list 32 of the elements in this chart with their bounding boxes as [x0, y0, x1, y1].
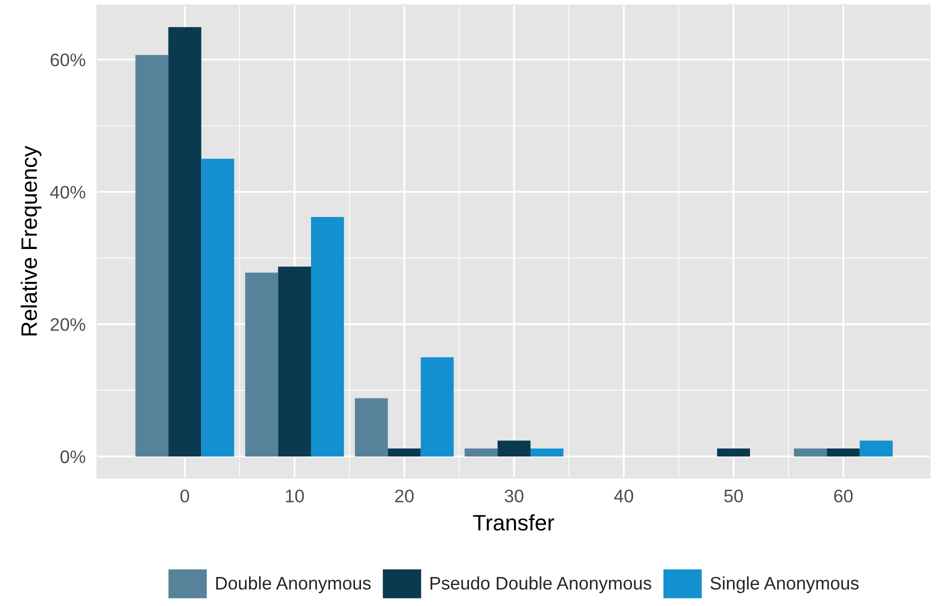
y-axis-title: Relative Frequency	[20, 146, 42, 336]
y-tick-label: 20%	[50, 318, 86, 331]
bar	[388, 448, 421, 456]
bar	[860, 440, 893, 456]
bar	[826, 448, 860, 456]
x-tick-label: 20	[395, 490, 414, 502]
bar	[530, 448, 564, 456]
y-tick-label: 60%	[50, 54, 86, 66]
bar	[245, 272, 278, 456]
bar	[135, 54, 168, 456]
bar	[717, 448, 750, 456]
bar	[278, 266, 312, 456]
bar	[794, 448, 827, 456]
bar	[311, 217, 344, 456]
bar	[354, 398, 388, 456]
x-tick-label: 0	[180, 490, 190, 502]
x-tick-label: 10	[286, 490, 304, 502]
bar	[168, 27, 202, 456]
x-tick-label: 40	[614, 490, 634, 502]
bar	[498, 440, 531, 456]
legend-label: Double Anonymous	[216, 576, 371, 594]
bar	[420, 357, 454, 456]
legend-label: Pseudo Double Anonymous	[430, 576, 652, 594]
y-tick-label: 40%	[50, 186, 86, 199]
x-tick-label: 60	[834, 490, 853, 502]
x-axis-title: Transfer	[473, 514, 554, 531]
x-tick-label: 30	[504, 490, 524, 502]
legend-label: Single Anonymous	[710, 576, 859, 594]
x-tick-label: 50	[724, 490, 743, 502]
bar	[464, 448, 498, 456]
bar	[201, 158, 234, 456]
y-tick-label: 0%	[60, 450, 86, 464]
